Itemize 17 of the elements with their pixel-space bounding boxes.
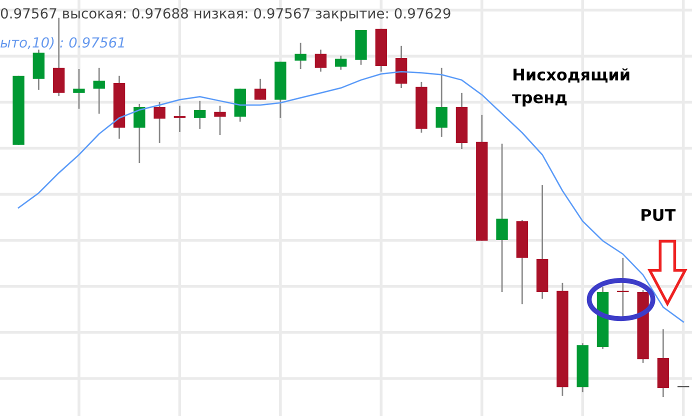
candlestick bbox=[214, 105, 226, 136]
candlestick bbox=[294, 42, 306, 70]
candlestick bbox=[93, 67, 105, 114]
candlestick bbox=[174, 105, 186, 133]
candlestick bbox=[134, 103, 146, 164]
candlestick bbox=[436, 67, 448, 138]
candlestick bbox=[496, 143, 508, 293]
candlestick bbox=[314, 48, 327, 72]
candlestick bbox=[254, 78, 266, 100]
candlestick bbox=[154, 101, 166, 144]
annotation: PUT bbox=[642, 209, 676, 221]
annotation: 0.97567 высокая: 0.97688 низкая: 0.97567 закрытие: 0.97629 bbox=[0, 8, 450, 22]
candlestick bbox=[194, 100, 206, 130]
candlestick bbox=[73, 68, 85, 110]
annotation: Нисходящий тренд bbox=[512, 68, 630, 106]
candlestick bbox=[335, 55, 347, 70]
annotation: ыто,10) : 0.97561 bbox=[0, 36, 124, 50]
